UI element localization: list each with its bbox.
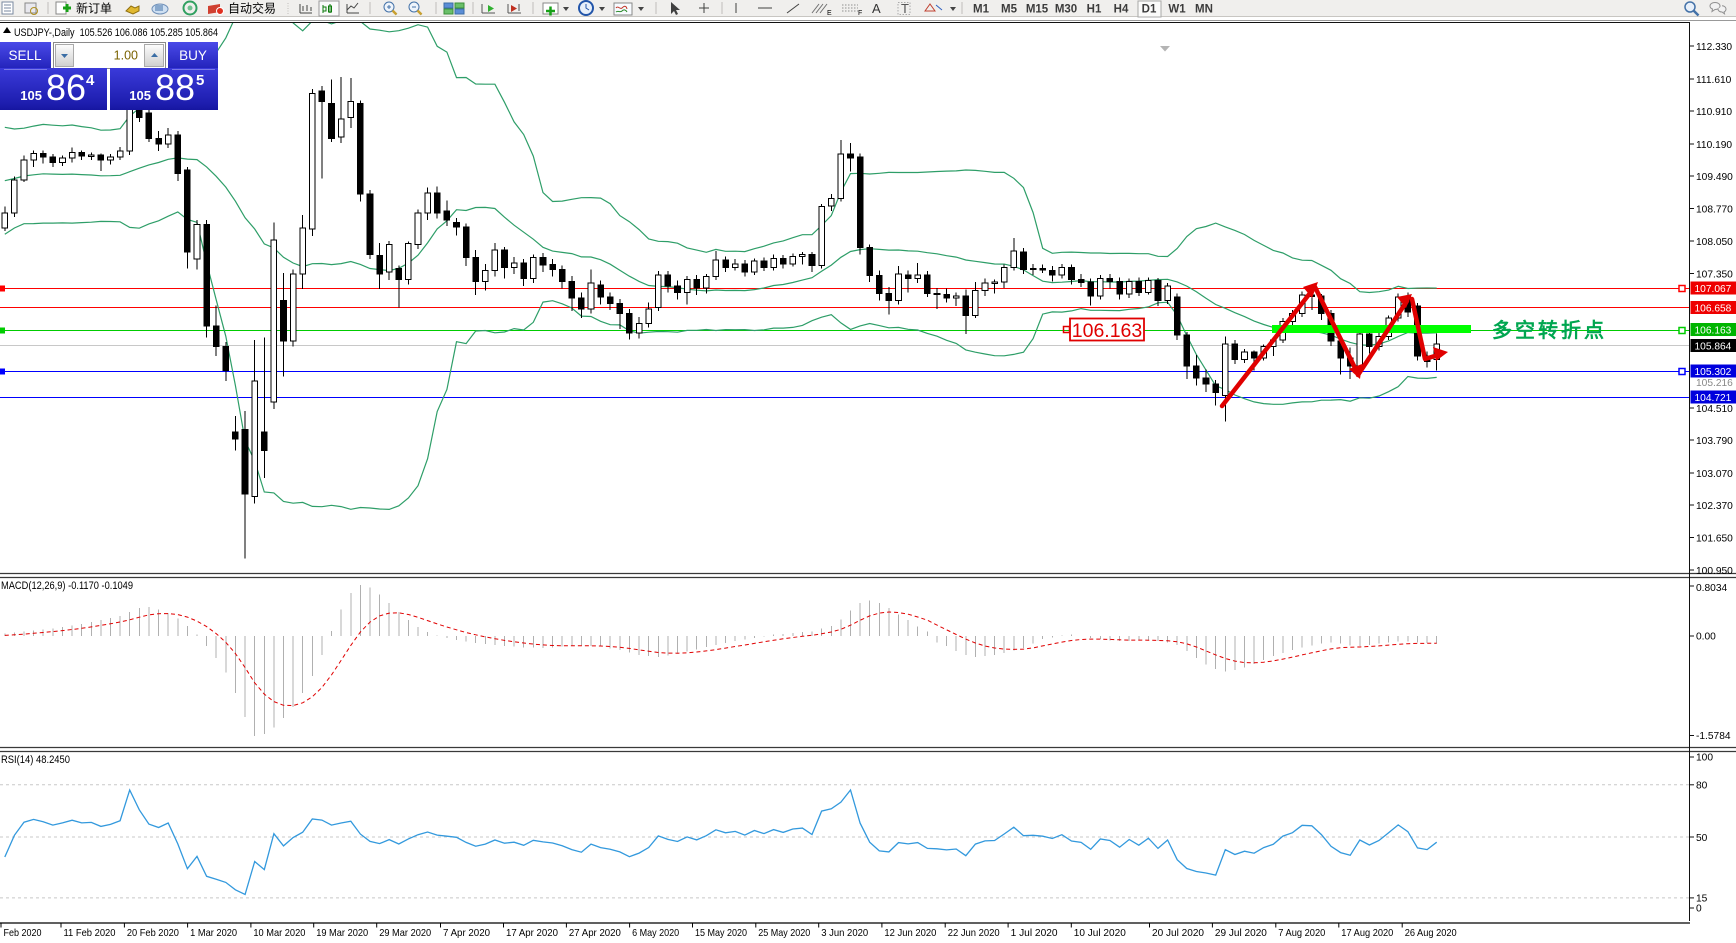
svg-text:0: 0 (1696, 904, 1702, 915)
svg-text:19 Mar 2020: 19 Mar 2020 (316, 927, 368, 939)
svg-text:M5: M5 (1001, 4, 1018, 16)
svg-text:106.658: 106.658 (1695, 303, 1732, 314)
svg-text:1 Jul 2020: 1 Jul 2020 (1011, 927, 1058, 939)
svg-text:11 Feb 2020: 11 Feb 2020 (64, 927, 116, 939)
svg-text:M30: M30 (1055, 4, 1077, 16)
svg-text:29 Jul 2020: 29 Jul 2020 (1215, 927, 1267, 939)
svg-text:1.00: 1.00 (114, 49, 138, 63)
svg-text:H1: H1 (1087, 4, 1102, 16)
svg-text:多空转折点: 多空转折点 (1492, 318, 1607, 342)
svg-text:110.910: 110.910 (1696, 107, 1732, 118)
svg-text:0.8034: 0.8034 (1696, 583, 1727, 594)
svg-text:F: F (858, 10, 862, 17)
svg-text:20 Feb 2020: 20 Feb 2020 (127, 927, 179, 939)
svg-text:Feb 2020: Feb 2020 (4, 927, 42, 939)
svg-text:101.650: 101.650 (1696, 533, 1733, 544)
svg-text:A: A (872, 1, 881, 16)
svg-text:105: 105 (20, 88, 42, 103)
svg-text:6 May 2020: 6 May 2020 (632, 927, 679, 939)
svg-text:15 May 2020: 15 May 2020 (695, 927, 747, 939)
svg-text:D1: D1 (1142, 4, 1157, 16)
svg-text:MACD(12,26,9) -0.1170 -0.1049: MACD(12,26,9) -0.1170 -0.1049 (1, 580, 133, 592)
svg-text:105.302: 105.302 (1695, 367, 1732, 378)
svg-text:自动交易: 自动交易 (228, 1, 276, 16)
svg-text:105: 105 (129, 88, 151, 103)
svg-text:102.370: 102.370 (1696, 501, 1733, 512)
svg-text:104.510: 104.510 (1696, 404, 1733, 415)
svg-text:100: 100 (1696, 753, 1713, 764)
svg-text:3 Jun 2020: 3 Jun 2020 (821, 927, 868, 939)
svg-text:MN: MN (1195, 4, 1213, 16)
svg-text:12 Jun 2020: 12 Jun 2020 (884, 927, 936, 939)
svg-text:50: 50 (1696, 833, 1708, 844)
svg-text:105.864: 105.864 (1695, 341, 1732, 352)
svg-text:29 Mar 2020: 29 Mar 2020 (379, 927, 431, 939)
svg-text:4: 4 (86, 72, 95, 89)
svg-text:0.00: 0.00 (1696, 632, 1716, 643)
svg-text:88: 88 (155, 67, 195, 108)
svg-text:H4: H4 (1114, 4, 1129, 16)
svg-text:86: 86 (46, 67, 86, 108)
svg-text:W1: W1 (1168, 4, 1186, 16)
svg-text:5: 5 (196, 72, 204, 89)
svg-text:M15: M15 (1026, 4, 1049, 16)
svg-text:BUY: BUY (179, 48, 207, 63)
svg-text:RSI(14) 48.2450: RSI(14) 48.2450 (1, 754, 70, 766)
svg-text:15: 15 (1696, 894, 1708, 905)
svg-text:100.950: 100.950 (1696, 566, 1733, 577)
svg-text:-1.5784: -1.5784 (1696, 731, 1731, 742)
svg-text:17 Apr 2020: 17 Apr 2020 (506, 927, 558, 939)
svg-text:新订单: 新订单 (76, 1, 112, 16)
svg-text:103.070: 103.070 (1696, 469, 1733, 480)
svg-text:7 Aug 2020: 7 Aug 2020 (1278, 927, 1325, 939)
svg-text:107.350: 107.350 (1696, 269, 1733, 280)
svg-text:110.190: 110.190 (1696, 140, 1732, 151)
svg-text:104.721: 104.721 (1695, 393, 1732, 404)
svg-text:27 Apr 2020: 27 Apr 2020 (569, 927, 621, 939)
svg-text:108.050: 108.050 (1696, 237, 1733, 248)
svg-text:108.770: 108.770 (1696, 204, 1733, 215)
svg-text:7 Apr 2020: 7 Apr 2020 (443, 927, 490, 939)
svg-text:106.163: 106.163 (1072, 320, 1143, 342)
svg-text:80: 80 (1696, 781, 1708, 792)
svg-text:10 Mar 2020: 10 Mar 2020 (253, 927, 305, 939)
svg-text:E: E (827, 10, 832, 17)
svg-text:26 Aug 2020: 26 Aug 2020 (1405, 927, 1457, 939)
svg-text:103.790: 103.790 (1696, 436, 1733, 447)
svg-text:USDJPY-,Daily 105.526 106.086: USDJPY-,Daily 105.526 106.086 105.285 10… (14, 27, 218, 39)
svg-text:109.490: 109.490 (1696, 172, 1733, 183)
svg-text:20 Jul 2020: 20 Jul 2020 (1152, 927, 1204, 939)
svg-text:111.610: 111.610 (1696, 75, 1732, 86)
svg-text:112.330: 112.330 (1696, 42, 1732, 53)
svg-text:T: T (901, 1, 909, 16)
svg-text:10 Jul 2020: 10 Jul 2020 (1074, 927, 1126, 939)
svg-text:25 May 2020: 25 May 2020 (758, 927, 810, 939)
svg-text:1 Mar 2020: 1 Mar 2020 (190, 927, 237, 939)
svg-text:106.163: 106.163 (1695, 325, 1732, 336)
svg-text:22 Jun 2020: 22 Jun 2020 (948, 927, 1000, 939)
svg-text:M1: M1 (973, 4, 990, 16)
svg-text:107.067: 107.067 (1695, 284, 1732, 295)
svg-text:105.216: 105.216 (1696, 378, 1733, 389)
svg-text:SELL: SELL (8, 48, 42, 63)
svg-text:17 Aug 2020: 17 Aug 2020 (1341, 927, 1393, 939)
